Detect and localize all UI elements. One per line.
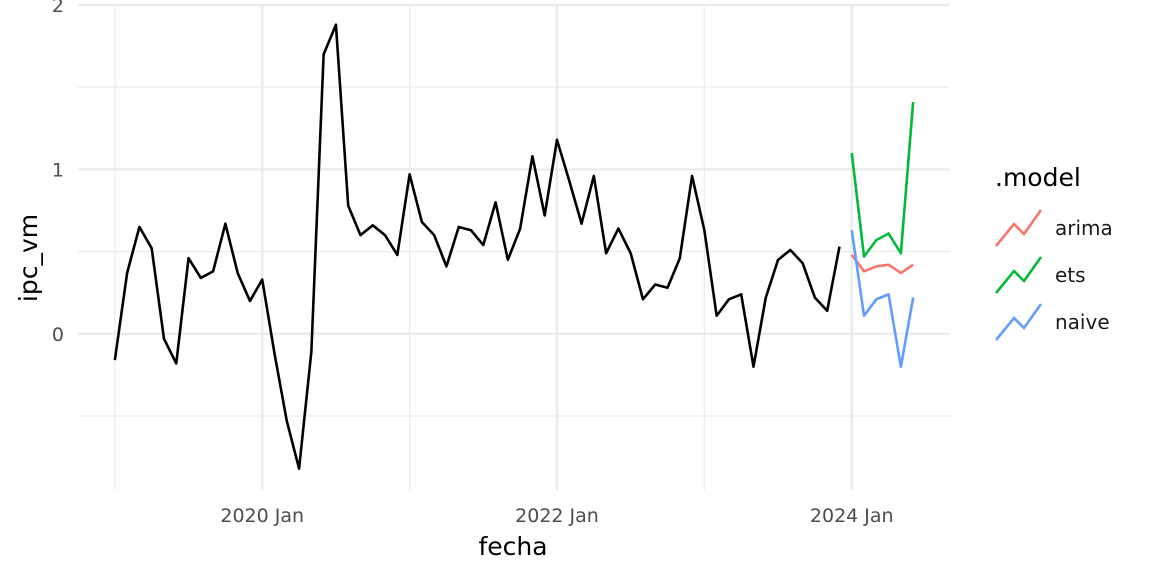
legend-label: naive [1055,310,1110,334]
x-axis-ticks: 2020 Jan 2022 Jan 2024 Jan [220,505,893,527]
legend-swatch [994,303,1043,341]
legend-key-arima [994,209,1043,247]
legend-key-naive [994,303,1043,341]
y-axis-ticks: 0 1 2 [52,0,64,346]
legend-swatch [994,256,1043,294]
forecast-line-ets [850,101,915,258]
y-axis-title: ipc_vm [14,214,43,302]
legend-key-ets [994,256,1043,294]
x-tick-label: 2020 Jan [220,505,304,527]
y-tick-label: 1 [52,159,64,181]
plot-lines [113,23,915,470]
x-tick-label: 2022 Jan [515,505,599,527]
legend-label: arima [1055,216,1113,240]
legend-label: ets [1055,263,1086,287]
history-line [113,23,841,470]
legend: .model arima ets naive [994,163,1113,341]
x-axis-title: fecha [478,532,547,561]
plot-grid [78,3,950,490]
x-tick-label: 2024 Jan [810,505,894,527]
legend-title: .model [995,163,1081,192]
y-tick-label: 0 [52,324,64,346]
forecast-line-arima [850,254,914,275]
legend-swatch [994,209,1043,247]
y-tick-label: 2 [52,0,64,17]
forecast-line-naive [850,230,915,368]
